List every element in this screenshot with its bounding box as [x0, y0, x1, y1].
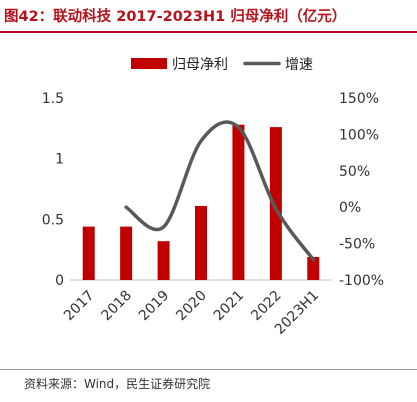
x-tick-label: 2017	[61, 288, 98, 325]
x-tick-label: 2021	[211, 288, 248, 325]
y-right-tick-label: 150%	[339, 91, 379, 107]
y-right-tick-label: 100%	[339, 127, 379, 143]
x-tick-label: 2020	[173, 288, 210, 325]
y-left-tick-label: 0	[55, 273, 64, 289]
source-divider	[0, 369, 417, 370]
legend-label-bar: 归母净利	[172, 56, 228, 73]
growth-line	[124, 120, 316, 262]
bar-2018	[120, 226, 133, 280]
bar-2020	[195, 205, 207, 280]
bar-2023H1	[307, 256, 320, 280]
x-tick-label: 2018	[98, 288, 135, 325]
bar-2021	[232, 124, 245, 281]
y-right-tick-label: -100%	[339, 273, 384, 289]
y-left-tick-label: 1	[55, 152, 64, 168]
y-right-tick-label: -50%	[339, 237, 375, 253]
y-right-tick-label: 0%	[339, 200, 361, 216]
x-tick-label: 2019	[136, 288, 173, 325]
y-left-tick-label: 1.5	[42, 91, 64, 107]
source-note: 资料来源：Wind，民生证券研究院	[24, 377, 211, 391]
title-divider	[0, 31, 417, 33]
legend-label-line: 增速	[285, 57, 313, 73]
y-left-tick-label: 0.5	[42, 212, 64, 228]
y-right-tick-label: 50%	[339, 164, 370, 180]
page-title: 图42：联动科技 2017-2023H1 归母净利（亿元）	[4, 9, 347, 25]
legend-swatch-bar	[131, 58, 167, 69]
bar-2017	[82, 226, 95, 280]
bar-2022	[269, 127, 282, 281]
bar-2019	[157, 241, 170, 280]
